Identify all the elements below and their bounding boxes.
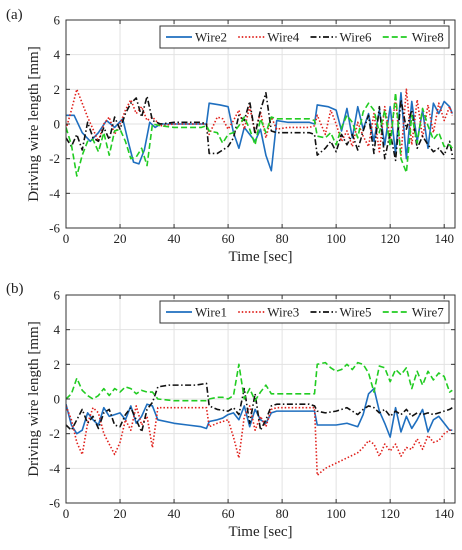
panel-b-legend-label-wire3: Wire3 bbox=[267, 305, 299, 320]
panel-a-y-tick-label: -6 bbox=[49, 221, 60, 236]
panel-a-series-wire8 bbox=[66, 92, 453, 177]
panel-a-y-tick-label: 4 bbox=[54, 47, 61, 62]
panel-b-y-tick-label: -2 bbox=[49, 426, 60, 441]
panel-b-x-tick-label: 100 bbox=[326, 506, 346, 521]
panel-b-panel-label: (b) bbox=[6, 281, 24, 297]
panel-a-x-tick-label: 0 bbox=[63, 231, 70, 246]
panel-a-series-wire6 bbox=[66, 92, 454, 162]
panel-b-x-tick-label: 140 bbox=[434, 506, 454, 521]
panel-a: 0 20 40 60 80 100 120 140 -6 -4 -2 0 2 4 6 Time [sec] Dr… bbox=[6, 7, 456, 265]
panel-b-y-tick-label: 0 bbox=[54, 392, 61, 407]
panel-a-y-tick-label: -4 bbox=[49, 186, 60, 201]
panel-b-x-tick-label: 40 bbox=[168, 506, 181, 521]
panel-b-y-tick-label: 2 bbox=[54, 357, 61, 372]
panel-a-y-axis-label: Driving wire length [mm] bbox=[26, 46, 42, 201]
panel-b-legend-label-wire5: Wire5 bbox=[340, 305, 372, 320]
panel-b-y-axis-label: Driving wire length [mm] bbox=[26, 321, 42, 476]
panel-a-x-tick-label: 80 bbox=[276, 231, 289, 246]
panel-a-y-tick-label: 0 bbox=[54, 117, 61, 132]
panel-a-series-wire2 bbox=[66, 92, 454, 172]
panel-b-x-tick-label: 80 bbox=[276, 506, 289, 521]
panel-b-series-wire3 bbox=[66, 405, 453, 477]
panel-b-x-axis-label: Time [sec] bbox=[228, 524, 292, 540]
panel-a-x-tick-label: 120 bbox=[380, 231, 400, 246]
panel-a-panel-label: (a) bbox=[6, 7, 23, 23]
panel-b-legend: Wire1 Wire3 Wire5 Wire7 bbox=[159, 300, 450, 324]
panel-b-series-wire7 bbox=[66, 361, 453, 402]
panel-a-x-tick-label: 100 bbox=[326, 231, 346, 246]
panel-b-legend-box bbox=[159, 300, 450, 324]
panel-a-y-tick-label: 6 bbox=[54, 13, 61, 28]
panel-a-x-axis-label: Time [sec] bbox=[228, 249, 292, 265]
panel-a-legend-label-wire2: Wire2 bbox=[195, 30, 227, 45]
panel-a-x-tick-label: 60 bbox=[222, 231, 235, 246]
panel-a-legend-label-wire4: Wire4 bbox=[267, 30, 299, 45]
panel-a-x-tick-label: 40 bbox=[168, 231, 181, 246]
panel-b-x-tick-label: 120 bbox=[380, 506, 400, 521]
panel-b-y-tick-label: -4 bbox=[49, 461, 60, 476]
panel-b-x-tick-label: 20 bbox=[114, 506, 127, 521]
panel-a-x-tick-label: 140 bbox=[434, 231, 454, 246]
panel-b-y-tick-label: 6 bbox=[54, 288, 61, 303]
panel-b: 0 20 40 60 80 100 120 140 -6 -4 -2 0 2 4 6 Time [sec] Dr… bbox=[6, 281, 456, 540]
panel-b-legend-label-wire7: Wire7 bbox=[412, 305, 444, 320]
panel-a-legend-label-wire6: Wire6 bbox=[340, 30, 372, 45]
panel-b-series-wire5 bbox=[66, 382, 453, 433]
panel-a-y-tick-label: -2 bbox=[49, 151, 60, 166]
panel-b-y-tick-label: -6 bbox=[49, 496, 60, 511]
panel-b-x-tick-label: 0 bbox=[63, 506, 70, 521]
panel-b-x-tick-label: 60 bbox=[222, 506, 235, 521]
panel-a-y-tick-label: 2 bbox=[54, 82, 61, 97]
panel-a-legend-label-wire8: Wire8 bbox=[412, 30, 444, 45]
panel-a-x-tick-label: 20 bbox=[114, 231, 127, 246]
panel-a-legend: Wire2 Wire4 Wire6 Wire8 bbox=[159, 25, 450, 49]
panel-a-legend-box bbox=[159, 25, 450, 49]
panel-b-y-tick-label: 4 bbox=[54, 322, 61, 337]
panel-b-legend-label-wire1: Wire1 bbox=[195, 305, 227, 320]
